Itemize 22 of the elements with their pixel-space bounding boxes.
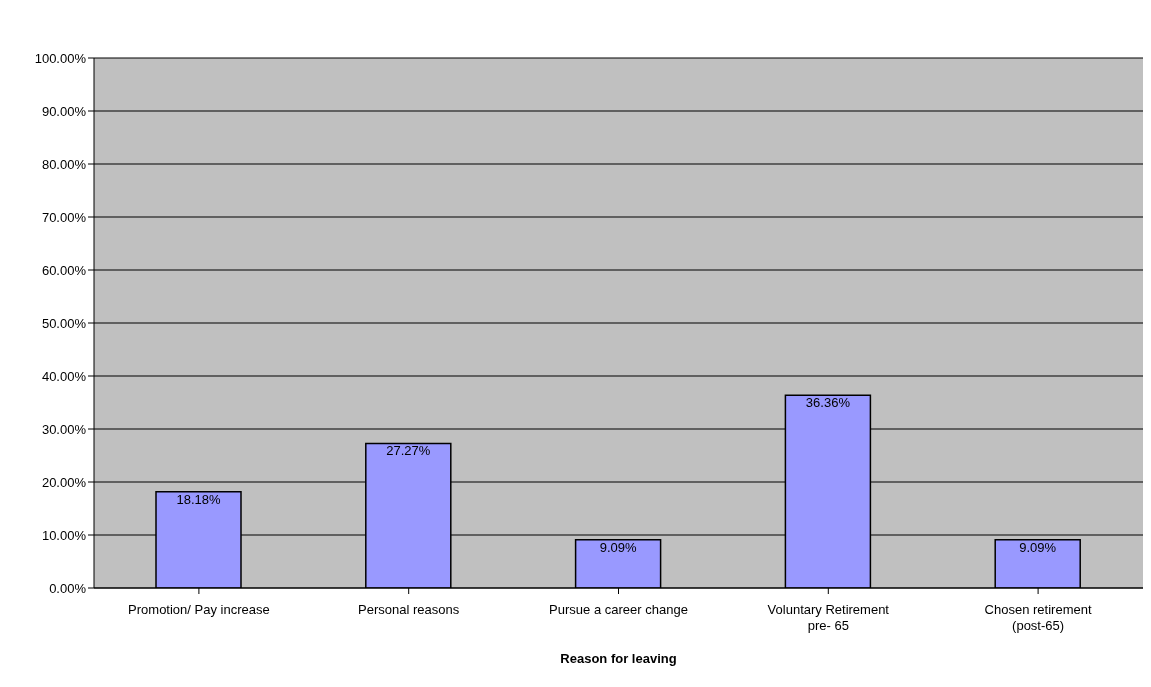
x-tick-label: Chosen retirement (post-65) (984, 602, 1092, 633)
y-tick-label: 90.00% (41, 103, 87, 119)
y-tick-label: 0.00% (49, 580, 87, 596)
data-label: 9.09% (1019, 539, 1057, 555)
y-tick-label: 50.00% (41, 315, 87, 331)
y-tick-label: 40.00% (41, 368, 87, 384)
y-tick-label: 80.00% (41, 156, 87, 172)
x-tick-label: Voluntary Retirement pre- 65 (767, 602, 890, 633)
y-tick-label: 60.00% (41, 262, 87, 278)
data-label: 27.27% (386, 443, 431, 459)
x-axis-title: Reason for leaving (560, 651, 677, 666)
y-tick-label: 100.00% (34, 50, 87, 66)
y-tick-label: 30.00% (41, 421, 87, 437)
y-tick-label: 70.00% (41, 209, 87, 225)
x-tick-label: Personal reasons (358, 602, 460, 617)
x-tick-label: Pursue a career change (549, 602, 688, 617)
data-label: 18.18% (176, 491, 221, 507)
x-tick-label: Promotion/ Pay increase (128, 602, 270, 617)
data-label: 36.36% (805, 395, 851, 411)
y-tick-label: 10.00% (41, 527, 87, 543)
data-label: 9.09% (599, 539, 637, 555)
y-tick-label: 20.00% (41, 474, 87, 490)
